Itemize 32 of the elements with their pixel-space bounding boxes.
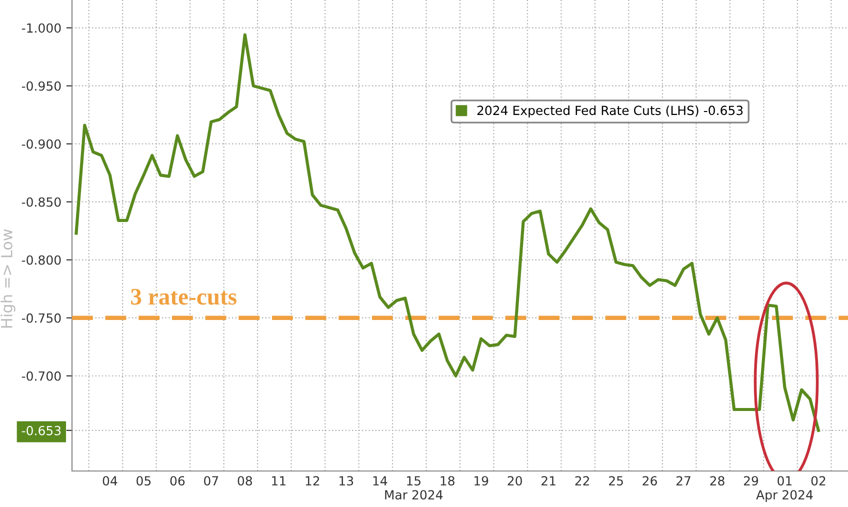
x-tick-label: 27	[676, 476, 690, 486]
y-tick-label: -0.653	[22, 426, 61, 436]
x-tick-label: 13	[340, 476, 354, 486]
x-tick-label: 07	[204, 476, 218, 486]
x-tick-label: 02	[811, 476, 826, 486]
x-tick-label: 22	[575, 476, 590, 486]
y-axis-title: High => Low	[0, 229, 16, 328]
line-series	[74, 33, 820, 432]
x-tick-label: 12	[306, 476, 320, 486]
x-tick-label: 19	[474, 476, 488, 486]
ref-line-label: 3 rate-cuts	[131, 288, 236, 305]
y-tick-label: -1.000	[22, 23, 61, 33]
x-tick-label: 28	[710, 476, 724, 486]
x-tick-label: 29	[744, 476, 758, 486]
y-tick-label: -0.950	[22, 81, 61, 91]
x-tick-label: 08	[238, 476, 252, 486]
x-tick-label: 18	[440, 476, 454, 486]
x-tick-label: 04	[102, 476, 118, 486]
x-tick-label: 25	[609, 476, 623, 486]
y-tick-label: -0.800	[22, 255, 61, 265]
y-tick-label: -0.900	[22, 139, 61, 149]
y-tick-label: -0.850	[22, 197, 61, 207]
y-tick-label: -0.700	[22, 371, 61, 381]
x-tick-label: 20	[508, 476, 522, 486]
x-tick-label: 11	[272, 476, 286, 486]
legend-label: 2024 Expected Fed Rate Cuts (LHS) -0.653	[477, 105, 743, 118]
y-tick-label: -0.750	[22, 313, 61, 323]
x-tick-label: 26	[642, 476, 657, 486]
x-tick-label: 06	[170, 476, 185, 486]
x-tick-label: 14	[373, 476, 388, 486]
x-tick-label: 21	[542, 476, 556, 486]
x-tick-label: 05	[136, 476, 151, 486]
